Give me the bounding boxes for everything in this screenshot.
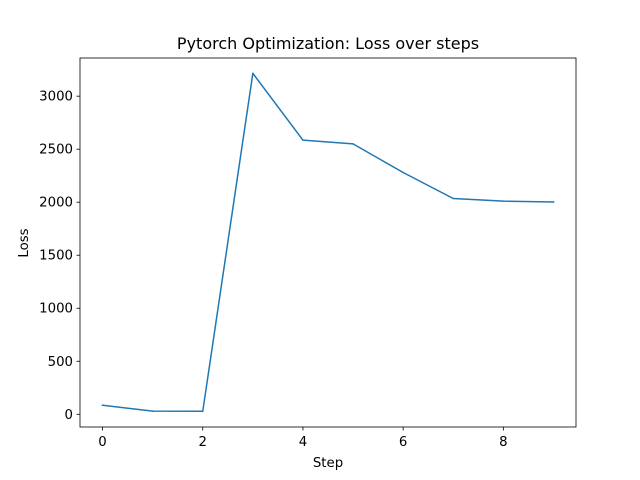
data-point [252,72,254,75]
data-point [552,201,555,203]
y-tick-label: 500 [48,355,73,370]
x-axis-label: Step [313,456,343,471]
data-point [151,410,154,412]
data-point [302,139,304,141]
plot-area: 0 2 4 6 8 0 500 1000 1500 2000 2500 3000 [39,57,577,450]
y-tick-label: 2500 [39,143,73,158]
x-tick-label: 4 [299,435,307,450]
y-tick-label: 0 [65,408,73,423]
axes-frame [79,57,577,428]
y-tick-label: 1500 [39,249,73,264]
data-point [201,410,204,413]
data-point [452,197,455,200]
loss-series-points [101,72,555,413]
data-point [502,200,505,202]
x-tick-label: 8 [499,435,507,450]
x-tick-label: 6 [399,435,407,450]
data-point [101,404,104,407]
y-axis-label: Loss [17,228,32,257]
x-axis-ticks: 0 2 4 6 8 [98,427,508,450]
data-point [352,143,354,145]
x-tick-label: 0 [98,435,106,450]
x-tick-label: 2 [199,435,207,450]
y-tick-label: 1000 [39,302,73,317]
y-tick-label: 2000 [39,196,73,211]
loss-series-line [101,72,555,413]
y-axis-ticks: 0 500 1000 1500 2000 2500 3000 [39,90,80,423]
data-point [402,171,404,174]
chart-title: Pytorch Optimization: Loss over steps [177,34,479,53]
y-tick-label: 3000 [39,90,73,105]
